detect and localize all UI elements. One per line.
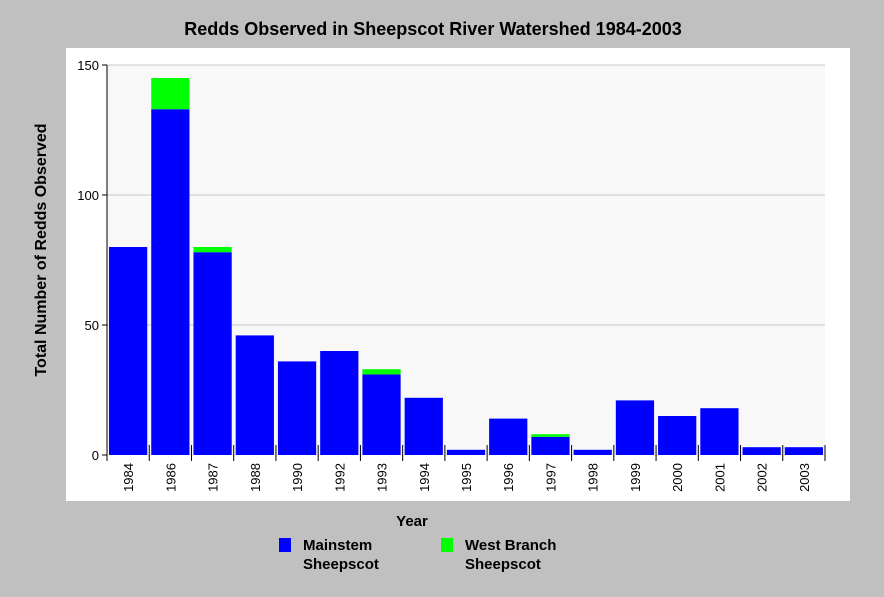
y-tick-label: 100 <box>77 188 99 203</box>
x-tick-label: 2000 <box>670 463 685 492</box>
bar-mainstem-2000 <box>658 416 697 455</box>
bar-mainstem-1994 <box>404 397 443 455</box>
x-tick-label: 1990 <box>290 463 305 492</box>
bar-mainstem-1986 <box>151 109 190 455</box>
x-tick-label: 1993 <box>375 463 390 492</box>
x-axis-label: Year <box>396 513 428 530</box>
x-tick-label: 1997 <box>543 463 558 492</box>
x-tick-label: 1984 <box>121 463 136 492</box>
bar-mainstem-1988 <box>235 335 274 455</box>
y-tick-label: 150 <box>77 58 99 73</box>
x-tick-label: 2001 <box>712 463 727 492</box>
y-tick-label: 50 <box>85 318 99 333</box>
bar-mainstem-1984 <box>109 247 148 455</box>
bar-mainstem-1987 <box>193 252 232 455</box>
x-tick-label: 1987 <box>206 463 221 492</box>
bar-mainstem-1998 <box>573 449 612 455</box>
x-tick-label: 1992 <box>332 463 347 492</box>
bar-mainstem-2002 <box>742 447 781 455</box>
bar-mainstem-1996 <box>489 418 528 455</box>
bar-mainstem-1999 <box>615 400 655 455</box>
x-tick-label: 1995 <box>459 463 474 492</box>
x-tick-label: 1986 <box>163 463 178 492</box>
x-axis: 1984 1986 1987 1988 1990 1992 1993 1994 1995 1996… <box>121 445 826 492</box>
x-tick-label: 1998 <box>586 463 601 492</box>
bar-mainstem-1995 <box>446 449 486 455</box>
x-tick-label: 2002 <box>755 463 770 492</box>
y-axis-label: Total Number of Redds Observed <box>33 123 50 376</box>
bar-mainstem-1993 <box>362 374 401 455</box>
legend-swatch <box>441 538 453 552</box>
legend-swatch <box>279 538 291 552</box>
bar-west-branch-1987 <box>193 247 232 253</box>
x-tick-label: 1994 <box>417 463 432 492</box>
x-tick-label: 1996 <box>501 463 516 492</box>
bar-mainstem-1990 <box>277 361 317 455</box>
bar-mainstem-2003 <box>784 447 823 455</box>
bar-mainstem-2001 <box>700 408 739 455</box>
bar-west-branch-1993 <box>362 369 401 375</box>
bar-mainstem-1997 <box>531 436 570 455</box>
y-tick-label: 0 <box>92 448 99 463</box>
chart-title: Redds Observed in Sheepscot River Waters… <box>184 19 682 39</box>
bar-west-branch-1986 <box>151 78 190 110</box>
x-tick-label: 1999 <box>628 463 643 492</box>
x-tick-label: 2003 <box>797 463 812 492</box>
legend-label: West Branch Sheepscot <box>465 537 557 573</box>
legend-label: Mainstem Sheepscot <box>303 537 379 573</box>
bar-mainstem-1992 <box>320 351 359 455</box>
bars <box>109 78 823 455</box>
x-tick-label: 1988 <box>248 463 263 492</box>
y-axis: 0 50 100 150 <box>77 58 108 463</box>
bar-west-branch-1997 <box>531 434 570 437</box>
